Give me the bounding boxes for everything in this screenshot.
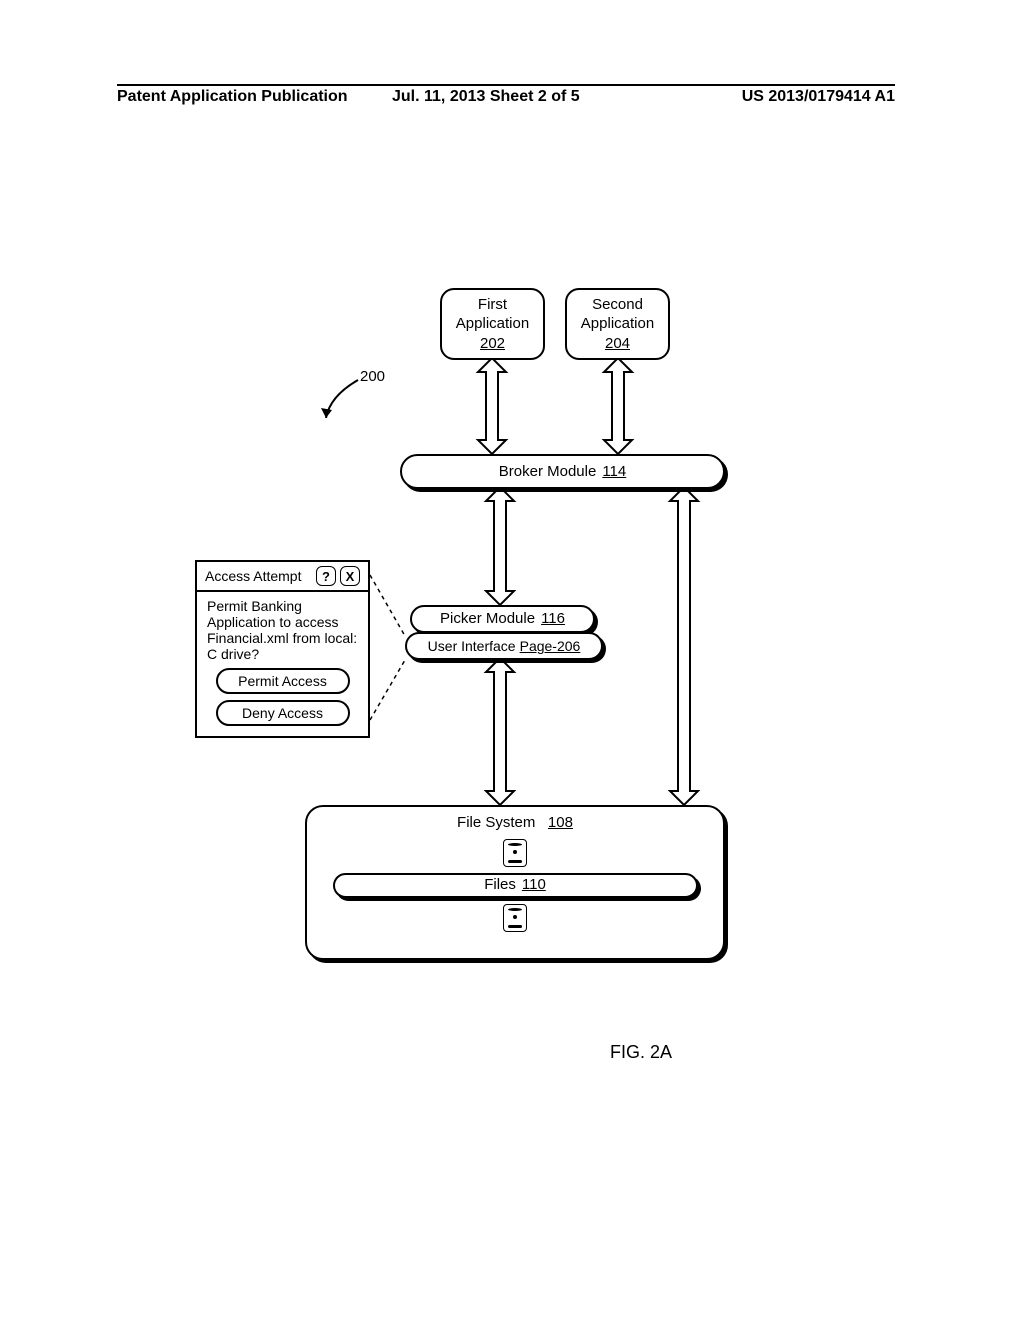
filesys-ref: 108	[548, 814, 573, 831]
permit-access-button[interactable]: Permit Access	[216, 668, 350, 694]
figure-label: FIG. 2A	[610, 1042, 672, 1063]
deny-access-button[interactable]: Deny Access	[216, 700, 350, 726]
broker-label: Broker Module	[499, 462, 597, 482]
filesys-label: File System	[457, 814, 535, 831]
ui-ref-pref: Page-	[520, 638, 557, 654]
help-icon[interactable]: ?	[316, 566, 336, 586]
ref-200-label: 200	[360, 368, 385, 385]
close-icon[interactable]: X	[340, 566, 360, 586]
dialog-titlebar: Access Attempt ? X	[197, 562, 368, 592]
second-app-line1: Second	[592, 295, 643, 315]
patent-page: Patent Application Publication Jul. 11, …	[0, 0, 1024, 1320]
ui-page-node: User Interface Page-206	[405, 632, 603, 660]
files-node: Files 110	[333, 873, 698, 898]
picker-module-node: Picker Module 116	[410, 605, 595, 633]
file-icon	[503, 904, 527, 932]
broker-module-node: Broker Module 114	[400, 454, 725, 489]
dialog-body-text: Permit Banking Application to access Fin…	[207, 598, 358, 662]
ui-ref: 206	[557, 638, 580, 654]
broker-ref: 114	[602, 462, 626, 482]
access-attempt-dialog: Access Attempt ? X Permit Banking Applic…	[195, 560, 370, 738]
first-app-ref: 202	[480, 334, 505, 354]
second-app-ref: 204	[605, 334, 630, 354]
file-icon	[503, 839, 527, 867]
dialog-title-text: Access Attempt	[205, 568, 301, 584]
files-label: Files	[484, 875, 516, 895]
ui-label: User Interface	[428, 637, 516, 655]
first-app-line1: First	[478, 295, 507, 315]
first-app-line2: Application	[456, 314, 529, 334]
files-ref: 110	[522, 875, 546, 895]
picker-label: Picker Module	[440, 609, 535, 629]
second-app-line2: Application	[581, 314, 654, 334]
first-application-node: First Application 202	[440, 288, 545, 360]
second-application-node: Second Application 204	[565, 288, 670, 360]
file-system-node: File System 108 Files 110	[305, 805, 725, 960]
picker-ref: 116	[541, 609, 565, 629]
diagram-connectors	[0, 0, 1024, 1320]
